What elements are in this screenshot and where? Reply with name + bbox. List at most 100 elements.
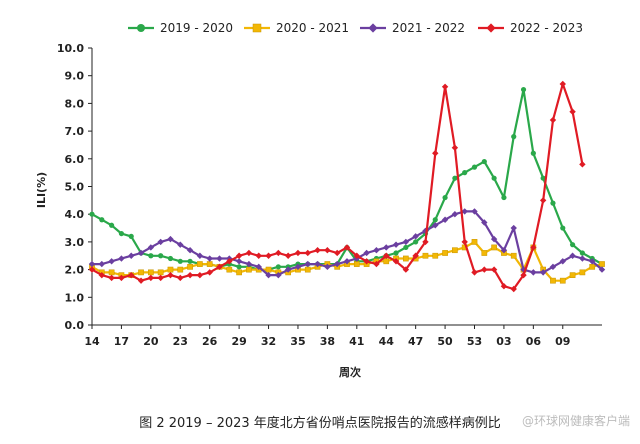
y-tick-label: 0.0 [65, 319, 85, 332]
legend-label: 2020 - 2021 [276, 21, 349, 35]
data-point [167, 266, 174, 273]
data-point [147, 274, 155, 282]
data-point [432, 217, 438, 223]
data-point [373, 247, 380, 254]
data-point [569, 108, 576, 115]
data-point [393, 250, 399, 256]
data-point [235, 258, 243, 265]
data-point [118, 230, 125, 237]
data-point [98, 271, 106, 279]
data-point [530, 150, 536, 156]
x-tick-label: 35 [290, 335, 305, 348]
data-point [148, 253, 154, 259]
data-point [471, 269, 478, 276]
data-point [491, 175, 497, 181]
data-point [284, 252, 292, 259]
data-point [147, 244, 155, 251]
data-point [324, 263, 331, 271]
legend-item: 2019 - 2020 [128, 21, 233, 35]
x-tick-label: 47 [408, 335, 423, 348]
data-point [158, 253, 164, 259]
data-point [441, 216, 449, 223]
data-point [157, 274, 164, 282]
data-point [177, 258, 183, 264]
series-3 [88, 208, 606, 279]
x-tick-label: 53 [467, 335, 482, 348]
data-point [403, 244, 409, 251]
data-point [471, 164, 478, 170]
data-point [245, 249, 253, 257]
data-point [481, 158, 487, 165]
legend-label: 2022 - 2023 [510, 21, 583, 35]
data-point [579, 250, 585, 256]
data-point [442, 194, 448, 201]
data-point [579, 255, 586, 262]
data-point [530, 244, 537, 251]
data-point [353, 252, 361, 259]
data-point [128, 271, 135, 279]
data-point [246, 266, 252, 273]
x-tick-label: 26 [202, 335, 218, 348]
x-axis-label: 周次 [339, 365, 361, 379]
x-tick-label: 06 [526, 335, 542, 348]
y-tick-label: 5.0 [65, 181, 85, 194]
data-point [383, 258, 390, 265]
data-point [294, 263, 302, 271]
data-point [589, 263, 596, 270]
data-point [471, 208, 478, 215]
data-point [255, 252, 262, 259]
data-point [177, 241, 184, 248]
data-point [206, 261, 213, 267]
data-point [343, 244, 351, 251]
data-point [206, 269, 213, 276]
data-point [442, 250, 448, 256]
y-tick-label: 1.0 [65, 291, 85, 304]
data-point [549, 116, 557, 124]
figure-caption: 图 2 2019 – 2023 年度北方省份哨点医院报告的流感样病例比 [139, 416, 501, 431]
data-point [333, 260, 341, 268]
data-point [451, 144, 459, 151]
data-point [461, 208, 468, 215]
data-point [432, 252, 439, 259]
data-point [549, 263, 557, 271]
data-point [501, 194, 507, 201]
data-point [245, 260, 253, 268]
x-tick-label: 29 [231, 335, 246, 348]
series-layer [88, 80, 606, 293]
y-tick-label: 6.0 [65, 153, 85, 166]
data-point [177, 266, 184, 273]
data-point [422, 238, 429, 246]
x-tick-label: 20 [143, 335, 159, 348]
data-point [88, 260, 96, 268]
data-point [412, 252, 419, 259]
y-tick-label: 4.0 [65, 208, 85, 221]
data-point [304, 249, 311, 257]
data-point [452, 175, 458, 181]
data-point [598, 266, 606, 273]
data-point [265, 271, 272, 279]
data-point [373, 260, 380, 268]
data-point [109, 222, 115, 228]
data-point [187, 263, 193, 270]
data-point [128, 233, 134, 239]
data-point [402, 238, 410, 246]
data-point [383, 244, 390, 251]
data-point [383, 252, 390, 259]
data-point [481, 250, 488, 256]
data-point [511, 134, 517, 140]
data-point [265, 252, 272, 259]
legend-swatch-marker [252, 23, 262, 33]
data-point [177, 274, 184, 282]
data-point [235, 252, 243, 259]
data-point [559, 258, 566, 265]
data-point [353, 261, 360, 267]
data-point [128, 252, 135, 259]
data-point [510, 224, 517, 232]
x-tick-label: 23 [173, 335, 188, 348]
data-point [471, 239, 478, 245]
data-point [569, 252, 576, 259]
data-point [157, 238, 164, 246]
data-point [461, 238, 468, 246]
data-point [167, 255, 174, 262]
y-tick-label: 3.0 [65, 236, 85, 249]
